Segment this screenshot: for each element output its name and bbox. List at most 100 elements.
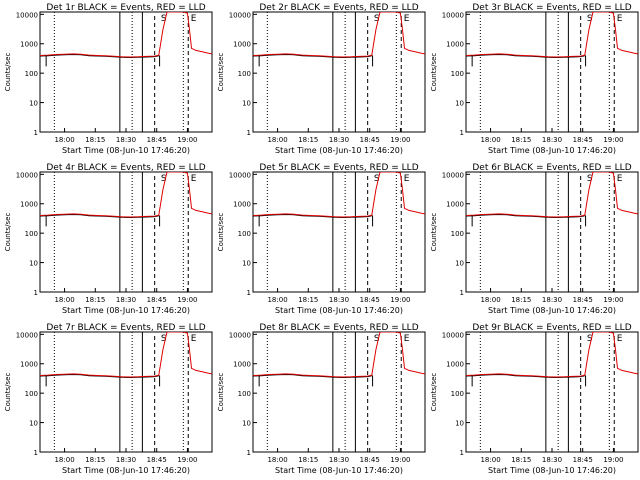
plot-frame: [252, 11, 426, 133]
y-tick-label: 10: [29, 420, 38, 428]
start-marker: S: [374, 174, 380, 184]
y-axis-label: Counts/sec: [217, 213, 225, 252]
y-tick-label: 1: [34, 129, 38, 137]
y-tick-label: 100: [451, 70, 464, 78]
y-tick-label: 100: [25, 70, 38, 78]
panel-title: Det 9r BLACK = Events, RED = LLD: [472, 323, 631, 333]
y-tick-label: 1: [34, 289, 38, 297]
x-tick-label: 19:00: [390, 136, 410, 144]
panel-det-2: Det 2r BLACK = Events, RED = LLD Counts/s…: [217, 3, 426, 155]
y-tick-label: 1: [34, 449, 38, 457]
start-marker: S: [161, 334, 167, 344]
panel-title: Det 3r BLACK = Events, RED = LLD: [472, 3, 631, 13]
x-axis-label: Start Time (08-Jun-10 17:46:20): [488, 146, 616, 155]
y-tick-label: 100: [25, 390, 38, 398]
x-tick-label: 18:45: [573, 296, 593, 304]
y-tick-label: 10: [455, 100, 464, 108]
y-axis-label: Counts/sec: [217, 373, 225, 412]
lld-series: [466, 172, 638, 218]
x-tick-label: 18:45: [573, 456, 593, 464]
x-tick-label: 18:15: [85, 136, 105, 144]
plot-frame: [252, 331, 426, 453]
lld-series: [253, 172, 425, 218]
y-tick-label: 1000: [20, 41, 38, 49]
y-tick-label: 1000: [446, 41, 464, 49]
x-tick-label: 18:00: [54, 136, 74, 144]
plot-frame: [465, 11, 639, 133]
y-axis-label: Counts/sec: [430, 373, 438, 412]
x-tick-label: 18:15: [85, 456, 105, 464]
y-tick-label: 10000: [442, 171, 464, 179]
x-tick-label: 19:00: [603, 296, 623, 304]
y-tick-label: 100: [238, 230, 251, 238]
x-tick-label: 19:00: [603, 136, 623, 144]
x-tick-label: 18:30: [329, 136, 349, 144]
y-tick-label: 1: [460, 129, 464, 137]
panel-title: Det 8r BLACK = Events, RED = LLD: [259, 323, 418, 333]
panel-title: Det 4r BLACK = Events, RED = LLD: [46, 163, 205, 173]
end-marker: E: [191, 174, 197, 184]
y-axis-label: Counts/sec: [430, 213, 438, 252]
x-tick-label: 18:45: [147, 136, 167, 144]
x-tick-label: 18:45: [573, 136, 593, 144]
start-marker: S: [587, 174, 593, 184]
end-marker: E: [404, 174, 410, 184]
start-marker: S: [161, 14, 167, 24]
x-axis-label: Start Time (08-Jun-10 17:46:20): [275, 306, 403, 315]
x-tick-label: 19:00: [390, 296, 410, 304]
x-tick-label: 18:15: [298, 456, 318, 464]
x-tick-label: 18:30: [542, 136, 562, 144]
y-tick-label: 100: [451, 390, 464, 398]
y-axis-label: Counts/sec: [217, 53, 225, 92]
panel-title: Det 7r BLACK = Events, RED = LLD: [46, 323, 205, 333]
x-tick-label: 18:45: [147, 296, 167, 304]
y-axis-label: Counts/sec: [4, 373, 12, 412]
x-tick-label: 18:15: [511, 296, 531, 304]
y-axis-label: Counts/sec: [430, 53, 438, 92]
lld-series: [40, 12, 212, 58]
x-tick-label: 18:45: [360, 136, 380, 144]
x-tick-label: 18:45: [147, 456, 167, 464]
panel-det-7: Det 7r BLACK = Events, RED = LLD Counts/s…: [4, 323, 213, 475]
end-marker: E: [191, 334, 197, 344]
x-axis-label: Start Time (08-Jun-10 17:46:20): [275, 466, 403, 475]
x-tick-label: 18:30: [329, 456, 349, 464]
plot-frame: [252, 171, 426, 293]
x-tick-label: 18:15: [298, 296, 318, 304]
y-tick-label: 10: [455, 420, 464, 428]
x-tick-label: 18:45: [360, 296, 380, 304]
y-tick-label: 1000: [233, 41, 251, 49]
lld-series: [253, 12, 425, 58]
y-tick-label: 1: [460, 289, 464, 297]
y-tick-label: 1000: [20, 201, 38, 209]
lld-series: [40, 172, 212, 218]
y-tick-label: 10000: [16, 171, 38, 179]
x-tick-label: 18:00: [480, 296, 500, 304]
panel-det-1: Det 1r BLACK = Events, RED = LLD Counts/s…: [4, 3, 213, 155]
y-axis-label: Counts/sec: [4, 213, 12, 252]
panel-det-8: Det 8r BLACK = Events, RED = LLD Counts/s…: [217, 323, 426, 475]
end-marker: E: [617, 14, 623, 24]
x-tick-label: 18:00: [480, 136, 500, 144]
y-tick-label: 1000: [233, 201, 251, 209]
x-tick-label: 18:30: [329, 296, 349, 304]
panel-title: Det 5r BLACK = Events, RED = LLD: [259, 163, 418, 173]
panel-det-9: Det 9r BLACK = Events, RED = LLD Counts/s…: [430, 323, 639, 475]
y-tick-label: 100: [25, 230, 38, 238]
y-tick-label: 100: [238, 390, 251, 398]
x-axis-label: Start Time (08-Jun-10 17:46:20): [488, 306, 616, 315]
x-tick-label: 18:15: [85, 296, 105, 304]
y-tick-label: 1000: [446, 361, 464, 369]
x-tick-label: 18:30: [542, 456, 562, 464]
x-tick-label: 18:00: [480, 456, 500, 464]
y-tick-label: 10000: [229, 11, 251, 19]
panel-det-4: Det 4r BLACK = Events, RED = LLD Counts/s…: [4, 163, 213, 315]
start-marker: S: [374, 14, 380, 24]
x-tick-label: 18:15: [511, 456, 531, 464]
start-marker: S: [587, 334, 593, 344]
x-tick-label: 19:00: [603, 456, 623, 464]
panel-title: Det 2r BLACK = Events, RED = LLD: [259, 3, 418, 13]
x-tick-label: 18:00: [267, 296, 287, 304]
panel-det-6: Det 6r BLACK = Events, RED = LLD Counts/s…: [430, 163, 639, 315]
y-tick-label: 10000: [229, 171, 251, 179]
